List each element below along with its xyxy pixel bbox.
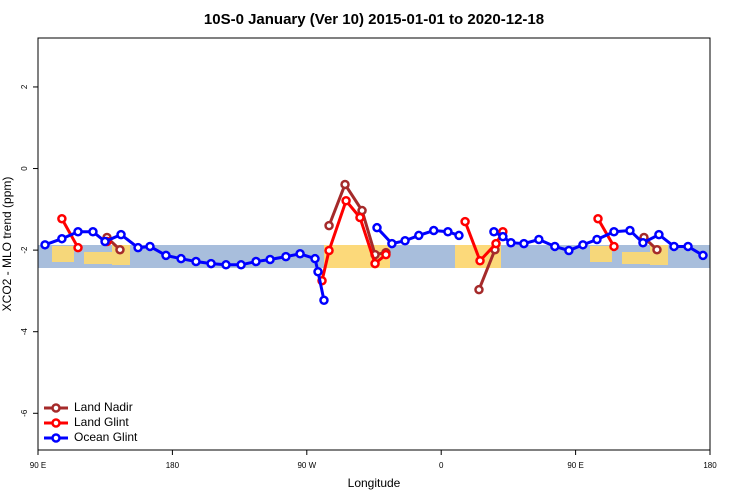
data-point xyxy=(519,238,529,249)
data-point xyxy=(592,234,602,245)
series-line xyxy=(105,181,659,291)
chart-title: 10S-0 January (Ver 10) 2015-01-01 to 202… xyxy=(204,11,544,28)
data-point xyxy=(57,213,67,224)
data-point xyxy=(652,244,662,255)
data-point xyxy=(669,241,679,252)
data-point xyxy=(475,255,485,266)
data-point xyxy=(40,240,50,250)
data-point xyxy=(145,241,155,252)
data-point xyxy=(57,233,67,244)
data-point xyxy=(176,253,186,264)
data-point xyxy=(609,241,619,252)
data-point xyxy=(474,284,484,295)
data-point xyxy=(428,225,439,236)
data-point xyxy=(564,245,574,256)
legend-marker xyxy=(51,433,61,443)
data-point xyxy=(638,238,648,248)
data-point xyxy=(460,216,470,227)
legend-label: Land Nadir xyxy=(74,400,133,414)
data-point xyxy=(310,253,320,264)
data-point xyxy=(387,238,397,249)
legend-label: Land Glint xyxy=(74,415,129,429)
data-point xyxy=(593,213,603,224)
data-point xyxy=(313,266,323,277)
data-point xyxy=(550,241,560,252)
data-point xyxy=(319,295,329,306)
data-point xyxy=(221,260,231,270)
data-point xyxy=(355,212,365,223)
data-point xyxy=(115,244,125,255)
data-point xyxy=(116,229,126,240)
data-point xyxy=(265,254,275,265)
plot-frame xyxy=(37,37,711,451)
data-point xyxy=(381,249,391,260)
data-point xyxy=(491,238,501,249)
y-tick-label: 0 xyxy=(20,166,29,171)
y-axis-label: XCO2 - MLO trend (ppm) xyxy=(0,177,14,312)
x-tick-label: 90 E xyxy=(567,461,583,470)
data-point xyxy=(206,258,216,269)
data-point xyxy=(281,251,291,262)
series-line xyxy=(60,197,616,282)
data-point xyxy=(625,225,635,236)
data-point xyxy=(88,227,98,237)
x-tick-label: 90 W xyxy=(297,461,316,470)
data-point xyxy=(372,222,382,233)
legend-marker xyxy=(51,418,61,428)
data-point xyxy=(236,260,246,270)
data-point xyxy=(295,249,305,259)
data-point xyxy=(324,245,334,256)
data-point xyxy=(100,236,110,247)
y-tick-label: -6 xyxy=(20,409,29,417)
data-point xyxy=(340,179,350,190)
legend-marker xyxy=(51,403,61,413)
data-point xyxy=(654,229,664,240)
y-tick-label: -2 xyxy=(20,246,29,254)
data-point xyxy=(341,196,351,206)
data-point xyxy=(454,230,464,241)
land-shape xyxy=(52,246,74,262)
y-tick-label: 2 xyxy=(20,84,29,89)
data-point xyxy=(498,231,508,242)
data-point xyxy=(370,258,380,269)
data-point xyxy=(534,234,544,245)
land-shape xyxy=(324,245,390,268)
data-point xyxy=(133,242,143,253)
land-shape xyxy=(84,252,114,264)
data-point xyxy=(698,250,708,261)
data-point xyxy=(191,256,201,267)
data-point xyxy=(609,227,619,237)
data-point xyxy=(324,220,334,231)
y-tick-label: -4 xyxy=(20,328,29,336)
data-point xyxy=(489,227,499,237)
data-point xyxy=(414,230,424,241)
land-shape xyxy=(590,246,612,262)
data-point xyxy=(400,235,410,246)
data-point xyxy=(578,240,588,250)
x-axis-label: Longitude xyxy=(348,476,401,490)
data-point xyxy=(683,241,693,252)
data-point xyxy=(161,250,171,261)
legend-label: Ocean Glint xyxy=(74,430,138,444)
land-shape xyxy=(622,252,652,264)
data-point xyxy=(73,242,83,253)
x-tick-label: 180 xyxy=(703,461,717,470)
x-tick-label: 90 E xyxy=(30,461,46,470)
x-tick-label: 0 xyxy=(439,461,444,470)
data-point xyxy=(506,238,516,248)
x-tick-label: 180 xyxy=(166,461,180,470)
data-point xyxy=(443,227,453,237)
data-point xyxy=(73,227,83,237)
data-point xyxy=(251,256,261,267)
